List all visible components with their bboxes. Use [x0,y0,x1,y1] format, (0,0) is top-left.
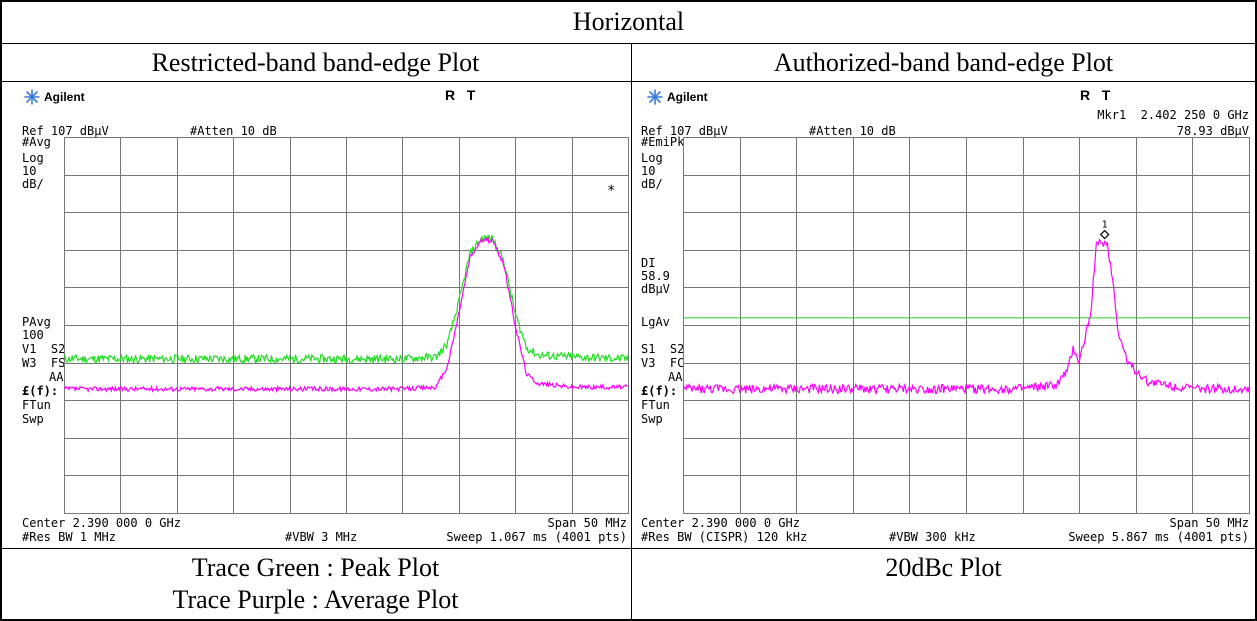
table-border-left [0,0,2,621]
trace-state-3: AA [49,371,63,384]
resolution-bandwidth: #Res BW 1 MHz [22,530,116,544]
right-heading: Authorized-band band-edge Plot [632,48,1255,78]
sweep-mode-label: Swp [641,413,663,426]
left-caption-peak: Trace Green : Peak Plot [0,553,631,583]
marker-frequency: Mkr1 2.402 250 0 GHz [1097,108,1249,122]
correction-label: £(f): [22,385,58,398]
trace-state-2: V3 FC [641,357,684,370]
display-line-unit: dBµV [641,283,670,296]
tune-label: FTun [641,399,670,412]
marker-number: 1 [1102,220,1108,231]
graticule [683,137,1250,514]
detector-mode: #Avg [22,136,51,149]
right-trace-plot: 1 [683,137,1250,514]
agilent-logo-text: Agilent [44,90,85,104]
attenuation: #Atten 10 dB [190,124,277,138]
trace-state-1: V1 S2 [22,343,65,356]
resolution-bandwidth: #Res BW (CISPR) 120 kHz [641,530,807,544]
scale-unit: dB/ [22,178,44,191]
avg-count-label: 100 [22,329,44,342]
graticule [64,137,629,514]
average-type-label: LgAv [641,316,670,329]
spur-asterisk: * [607,183,615,199]
rt-indicator: R T [1080,87,1110,103]
video-bandwidth: #VBW 3 MHz [285,530,357,544]
rt-indicator: R T [445,87,475,103]
left-analyzer-screen: Agilent R T Ref 107 dBµV #Atten 10 dB #A… [20,82,630,548]
left-heading: Restricted-band band-edge Plot [0,48,631,78]
agilent-star-icon [24,89,40,105]
frequency-span: Span 50 MHz [548,516,627,530]
correction-label: £(f): [641,385,677,398]
marker-level: 78.93 dBµV [1177,124,1249,138]
agilent-logo-text: Agilent [667,90,708,104]
marker-diamond-icon [1101,231,1109,239]
sweep-time: Sweep 5.867 ms (4001 pts) [1068,530,1249,544]
left-trace-plot [64,137,629,514]
right-analyzer-screen: Agilent R T Mkr1 2.402 250 0 GHz 78.93 d… [639,82,1253,548]
trace-state-3: AA [668,371,682,384]
center-frequency: Center 2.390 000 0 GHz [641,516,800,530]
agilent-star-icon [647,89,663,105]
trace-state-1: S1 S2 [641,343,684,356]
left-caption-average: Trace Purple : Average Plot [0,585,631,615]
right-caption: 20dBc Plot [632,553,1255,583]
tune-label: FTun [22,399,51,412]
sweep-mode-label: Swp [22,413,44,426]
center-frequency: Center 2.390 000 0 GHz [22,516,181,530]
scale-unit: dB/ [641,178,663,191]
table-title: Horizontal [0,7,1257,37]
frequency-span: Span 50 MHz [1170,516,1249,530]
attenuation: #Atten 10 dB [809,124,896,138]
table-row-divider-1 [0,43,1257,44]
table-column-divider [631,44,632,621]
table-border-top [0,0,1257,2]
sweep-time: Sweep 1.067 ms (4001 pts) [446,530,627,544]
trace-state-2: W3 FS [22,357,65,370]
table-row-divider-3 [0,548,1257,549]
detector-mode: #EmiPk [641,136,684,149]
video-bandwidth: #VBW 300 kHz [889,530,976,544]
